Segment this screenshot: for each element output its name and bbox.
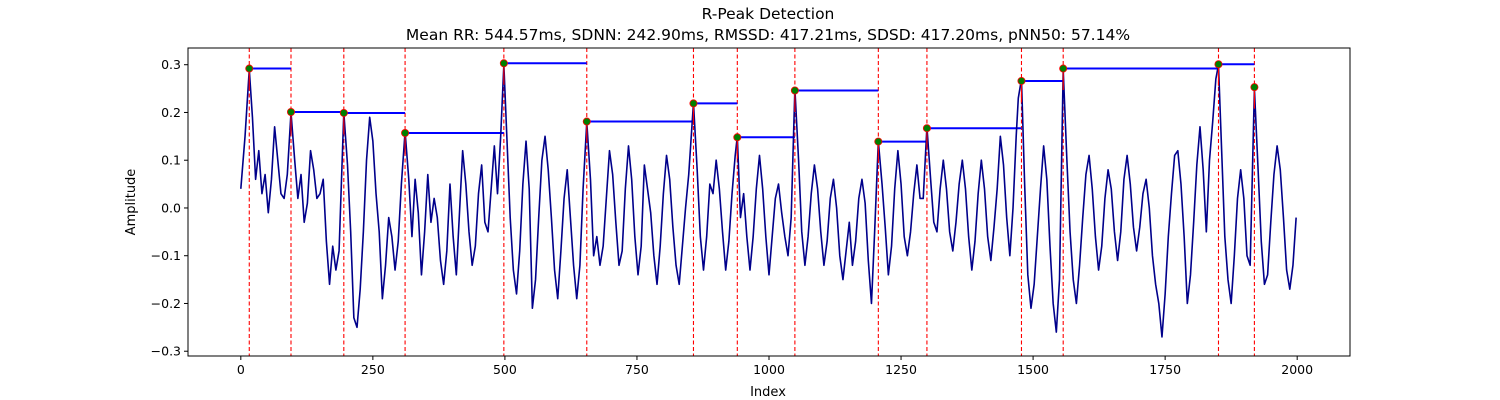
signal [240,63,1297,338]
peak-marker-4 [499,59,508,68]
y-tick-label-5: 0.2 [161,105,181,120]
peak-marker-2 [339,108,348,117]
chart-title: R-Peak Detection [702,5,835,23]
peak-marker-13 [1214,60,1223,69]
signal-line-0 [240,63,1297,338]
x-tick-label-2: 500 [493,362,517,377]
y-tick-label-0: −0.3 [151,344,181,359]
x-tick-label-7: 1750 [1149,362,1181,377]
x-tick-label-1: 250 [361,362,385,377]
x-tick-label-0: 0 [237,362,245,377]
chart-subtitle: Mean RR: 544.57ms, SDNN: 242.90ms, RMSSD… [406,26,1130,44]
peak-marker-6 [689,99,698,108]
y-tick-label-6: 0.3 [161,57,181,72]
peak-marker-12 [1059,64,1068,73]
peak-marker-5 [582,117,591,126]
y-tick-label-4: 0.1 [161,153,181,168]
peak-marker-1 [286,107,295,116]
peak-marker-3 [401,128,410,137]
y-tick-label-2: −0.1 [151,248,181,263]
peak-marker-10 [922,124,931,133]
peak-marker-11 [1017,76,1026,85]
peak-marker-0 [245,64,254,73]
x-tick-label-8: 2000 [1281,362,1313,377]
y-tick-label-1: −0.2 [151,296,181,311]
peak-marker-9 [874,137,883,146]
x-axis: 0 250 500 750 1000 1250 1500 1750 2000 [237,356,1313,377]
y-axis-label: Amplitude [124,169,139,236]
y-tick-label-3: 0.0 [161,200,181,215]
peak-marker-14 [1250,83,1259,92]
x-tick-label-5: 1250 [885,362,917,377]
rr-intervals [249,62,1255,143]
peak-markers [245,59,1259,146]
peak-marker-7 [733,133,742,142]
x-tick-label-4: 1000 [753,362,785,377]
x-tick-label-6: 1500 [1017,362,1049,377]
x-tick-label-3: 750 [625,362,649,377]
peak-lines [248,48,1255,356]
x-axis-label: Index [750,385,786,400]
peak-marker-8 [790,86,799,95]
y-axis: −0.3 −0.2 −0.1 0.0 0.1 0.2 0.3 [151,57,188,359]
plot-frame [187,47,1351,357]
